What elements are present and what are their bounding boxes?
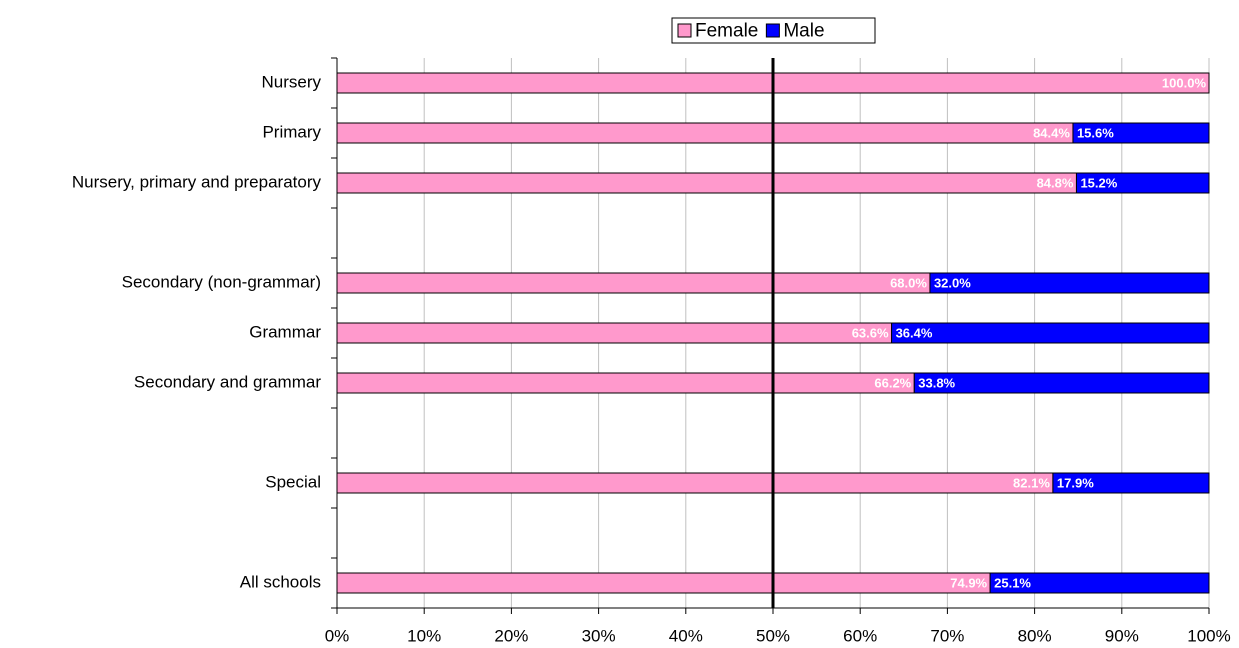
- data-label: 15.6%: [1077, 125, 1114, 140]
- bar-segment: [336, 172, 1077, 194]
- data-label: 84.8%: [1037, 175, 1074, 190]
- legend-label: Male: [783, 21, 824, 42]
- bar-segment: [336, 372, 915, 394]
- bar-segment: [336, 272, 931, 294]
- bar-segment: [336, 322, 893, 344]
- y-tick-label: Nursery: [261, 72, 321, 91]
- y-tick-label: Secondary and grammar: [134, 372, 321, 391]
- data-label: 36.4%: [896, 325, 933, 340]
- legend-label: Female: [695, 21, 758, 42]
- legend-swatch: [677, 23, 692, 38]
- bar-segment: [929, 272, 1210, 294]
- data-label: 17.9%: [1057, 475, 1094, 490]
- y-tick-label: Primary: [262, 122, 321, 141]
- y-tick-label: Secondary (non-grammar): [122, 272, 321, 291]
- x-tick-label: 20%: [494, 626, 528, 645]
- data-label: 66.2%: [874, 375, 911, 390]
- x-tick-label: 60%: [843, 626, 877, 645]
- x-tick-label: 10%: [407, 626, 441, 645]
- bar-segment: [913, 372, 1210, 394]
- y-tick-label: All schools: [240, 572, 321, 591]
- x-tick-label: 50%: [756, 626, 790, 645]
- legend-swatch: [765, 23, 780, 38]
- data-label: 100.0%: [1162, 75, 1207, 90]
- bar-segment: [1072, 122, 1210, 144]
- x-tick-label: 80%: [1018, 626, 1052, 645]
- data-label: 63.6%: [852, 325, 889, 340]
- bar-segment: [336, 122, 1074, 144]
- data-label: 33.8%: [918, 375, 955, 390]
- x-tick-label: 90%: [1105, 626, 1139, 645]
- bar-segment: [1075, 172, 1210, 194]
- data-label: 15.2%: [1080, 175, 1117, 190]
- y-tick-label: Nursery, primary and preparatory: [72, 172, 322, 191]
- bar-segment: [336, 572, 991, 594]
- bar-segment: [1052, 472, 1210, 494]
- data-label: 32.0%: [934, 275, 971, 290]
- data-label: 82.1%: [1013, 475, 1050, 490]
- data-label: 74.9%: [950, 575, 987, 590]
- data-label: 84.4%: [1033, 125, 1070, 140]
- y-tick-label: Special: [265, 472, 321, 491]
- data-label: 68.0%: [890, 275, 927, 290]
- x-tick-label: 70%: [930, 626, 964, 645]
- bar-segment: [336, 472, 1054, 494]
- bar-segment: [891, 322, 1210, 344]
- x-tick-label: 100%: [1187, 626, 1230, 645]
- y-tick-label: Grammar: [249, 322, 321, 341]
- x-tick-label: 40%: [669, 626, 703, 645]
- data-label: 25.1%: [994, 575, 1031, 590]
- bar-segment: [989, 572, 1210, 594]
- x-tick-label: 0%: [325, 626, 350, 645]
- x-tick-label: 30%: [582, 626, 616, 645]
